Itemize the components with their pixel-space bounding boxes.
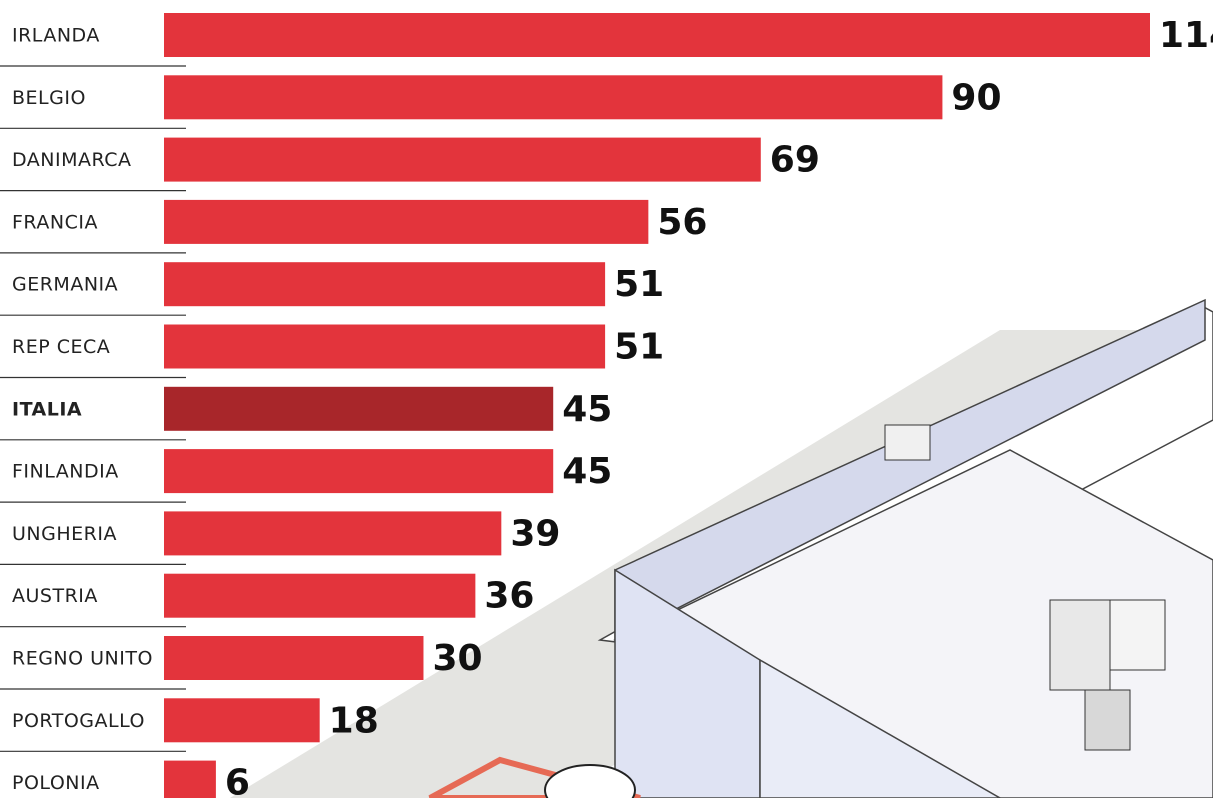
value-label: 45 — [562, 389, 612, 430]
category-label: FINLANDIA — [12, 461, 119, 483]
bar — [164, 761, 216, 798]
bar — [164, 13, 1150, 57]
bar — [164, 200, 648, 244]
value-label: 39 — [510, 513, 560, 554]
value-label: 90 — [951, 77, 1001, 118]
bar — [164, 449, 553, 493]
category-label: GERMANIA — [12, 274, 118, 296]
bar — [164, 636, 423, 680]
value-label: 36 — [484, 576, 534, 617]
value-label: 6 — [225, 763, 250, 798]
category-label: REGNO UNITO — [12, 648, 153, 670]
value-label: 18 — [329, 700, 379, 741]
value-label: 51 — [614, 264, 664, 305]
category-label: POLONIA — [12, 772, 100, 794]
category-label: UNGHERIA — [12, 523, 117, 545]
bar — [164, 698, 320, 742]
category-label: IRLANDA — [12, 25, 100, 47]
value-label: 51 — [614, 327, 664, 368]
category-label: FRANCIA — [12, 211, 98, 233]
value-label: 45 — [562, 451, 612, 492]
value-label: 56 — [657, 202, 707, 243]
bar — [164, 262, 605, 306]
category-label: AUSTRIA — [12, 585, 98, 607]
category-label: REP CECA — [12, 336, 110, 358]
value-label: 69 — [770, 140, 820, 181]
bar — [164, 325, 605, 369]
bar — [164, 138, 761, 182]
bar — [164, 511, 501, 555]
bar — [164, 574, 475, 618]
category-label: BELGIO — [12, 87, 86, 109]
value-label: 30 — [432, 638, 482, 679]
category-label: PORTOGALLO — [12, 710, 145, 732]
category-label: ITALIA — [12, 398, 82, 420]
bar — [164, 387, 553, 431]
category-label: DANIMARCA — [12, 149, 132, 171]
chart: IRLANDA 114 BELGIO 90 DANIMARCA 69 FRANCIA 56 GE… — [0, 0, 1213, 798]
bar — [164, 75, 942, 119]
value-label: 114 — [1159, 15, 1213, 56]
